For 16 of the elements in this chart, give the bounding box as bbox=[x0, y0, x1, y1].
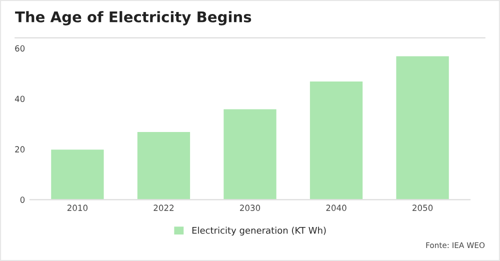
y-tick-label: 60 bbox=[15, 45, 25, 52]
y-tick-label: 20 bbox=[15, 146, 25, 152]
x-tick-label: 2040 bbox=[326, 204, 346, 211]
x-tick-label: 2050 bbox=[412, 204, 433, 211]
x-tick-label: 2030 bbox=[240, 204, 260, 211]
bar bbox=[395, 55, 450, 200]
bar bbox=[136, 131, 191, 200]
bar bbox=[222, 108, 278, 200]
x-tick-label: 2010 bbox=[67, 204, 88, 211]
bar bbox=[309, 80, 364, 200]
bar bbox=[50, 148, 105, 200]
y-tick-label: 40 bbox=[14, 96, 25, 102]
y-tick-label: 0 bbox=[20, 196, 25, 203]
legend-label: Electricity generation (KT Wh) bbox=[192, 226, 326, 236]
x-tick-label: 2022 bbox=[154, 204, 174, 211]
chart-title: The Age of Electricity Begins bbox=[15, 11, 252, 26]
